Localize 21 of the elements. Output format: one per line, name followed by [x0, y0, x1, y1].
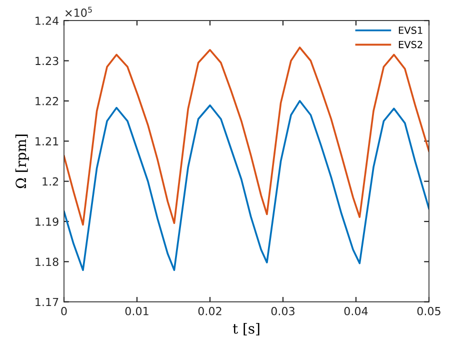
y-tick-label: 1.17 [36, 298, 58, 306]
legend-label: EVS1 [398, 26, 422, 34]
x-tick-label: 0.05 [417, 306, 440, 316]
x-tick-label: 0.02 [198, 306, 222, 316]
y-tick-label: 1.19 [36, 217, 58, 226]
y-tick-label: 1.18 [36, 258, 58, 266]
y-tick-label: 1.2 [42, 177, 58, 186]
line-series [64, 100, 429, 272]
x-tick-label: 0.03 [271, 306, 294, 316]
x-tick-label: 0 [61, 306, 67, 316]
y-tick-label: 1.23 [36, 56, 58, 66]
legend-label: EVS2 [398, 40, 422, 48]
x-axis-title: t [s] [232, 323, 260, 336]
y-tick-label: 1.22 [36, 96, 58, 106]
text: ×10$^{5}$ [66, 6, 92, 17]
line-series [64, 46, 429, 226]
y-tick-label: 1.24 [36, 16, 59, 25]
x-tick-label: 0.01 [125, 306, 148, 316]
y-axis-title: Ω [rpm] [15, 134, 29, 188]
y-tick-label: 1.21 [36, 137, 58, 146]
x-tick-label: 0.04 [344, 306, 368, 316]
